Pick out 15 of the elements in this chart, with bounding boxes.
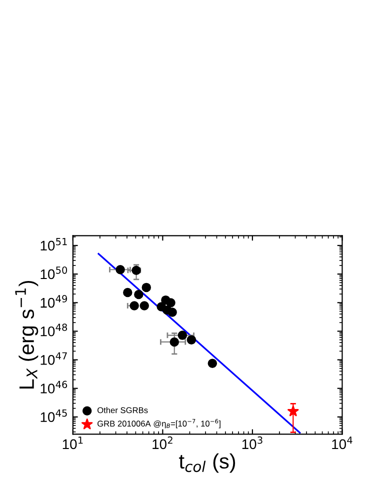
y-tick-label: 10$^{47}$ [40,352,67,365]
y-tick-label: 10$^{50}$ [40,266,68,280]
legend-label: GRB 201006A @η$_{B}$=[10$^{−7}$, 10$^{−6}$] [98,418,220,428]
y-tick-label: 10$^{51}$ [40,238,67,251]
y-tick-label: 10$^{46}$ [40,380,68,394]
x-tick-label: 10$^{4}$ [332,436,352,450]
y-axis-title: L$_{X}$ (erg s$^{−1}$) [15,280,38,389]
x-tick-label: 10$^{3}$ [242,436,262,450]
x-axis-title: t$_{col}$ (s) [179,453,236,473]
y-tick-label: 10$^{45}$ [40,409,67,422]
x-tick-label: 10$^{1}$ [62,436,83,450]
y-tick-label: 10$^{49}$ [40,295,68,308]
x-tick-label: 10$^{2}$ [152,436,172,450]
legend-label: Other SGRBs [97,407,148,414]
y-tick-label: 10$^{48}$ [40,324,68,336]
